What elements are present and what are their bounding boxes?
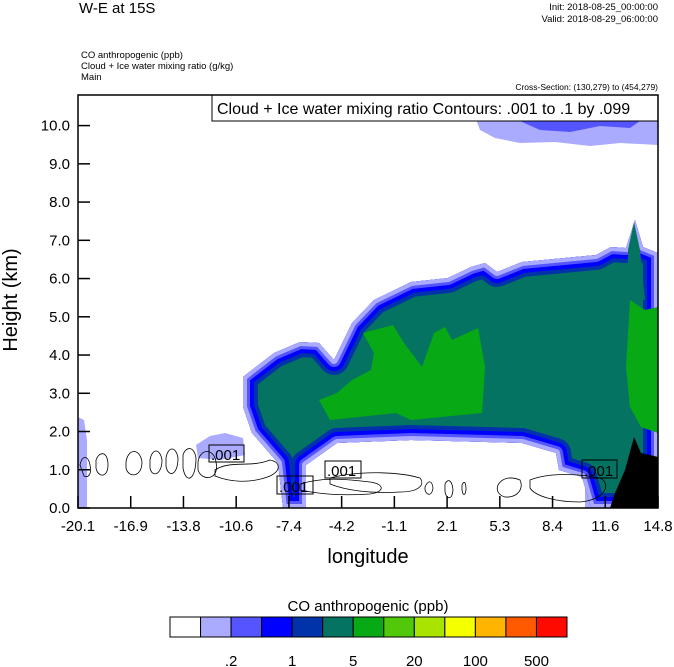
contour-label: .001 — [327, 463, 356, 480]
colorbar-title: CO anthropogenic (ppb) — [288, 598, 449, 615]
contour-line — [165, 448, 179, 474]
init-time: Init: 2018-08-25_00:00:00 — [549, 2, 658, 13]
y-tick-label: 7.0 — [49, 232, 70, 249]
colorbar-swatch — [444, 616, 476, 638]
y-tick-label: 5.0 — [49, 309, 70, 326]
contour-labels: .001 .001 .001 .001 — [208, 444, 618, 496]
colorbar-label: 500 — [524, 653, 549, 667]
x-tick-label: -10.6 — [219, 518, 253, 535]
contour-line — [182, 448, 197, 479]
contour-line — [444, 480, 454, 499]
y-tick-label: 9.0 — [49, 156, 70, 173]
y-tick-label: 8.0 — [49, 194, 70, 211]
x-tick-label: -20.1 — [61, 518, 95, 535]
y-axis: 0.0 1.0 2.0 3.0 4.0 5.0 6.0 7.0 8.0 9.0 10.0 — [41, 118, 90, 517]
contour-label-box — [208, 444, 245, 463]
y-tick-label: 1.0 — [49, 462, 70, 479]
y-tick-label: 4.0 — [49, 347, 70, 364]
y-tick-label: 2.0 — [49, 424, 70, 441]
contour-info: Cloud + Ice water mixing ratio Contours:… — [217, 101, 630, 118]
valid-time: Valid: 2018-08-29_06:00:00 — [541, 14, 658, 25]
contour-label-box — [324, 460, 362, 479]
co-green-blob-right — [626, 300, 658, 433]
contour-line — [79, 457, 91, 477]
colorbar-swatch — [291, 616, 324, 638]
contour-line — [329, 472, 423, 493]
contour-line — [214, 459, 279, 482]
contour-line — [299, 478, 382, 496]
colorbar-swatch — [383, 616, 415, 638]
contour-label: .001 — [584, 463, 613, 480]
x-tick-label: 11.6 — [591, 518, 619, 535]
y-axis-label: Height (km) — [0, 248, 22, 351]
colorbar-label: 20 — [406, 653, 423, 667]
y-tick-label: 6.0 — [49, 271, 70, 288]
x-tick-label: -7.4 — [276, 518, 302, 535]
colorbar-label: .2 — [225, 653, 238, 667]
plot-title: W-E at 15S — [79, 0, 156, 17]
contour-line — [95, 453, 109, 476]
contour-line — [529, 474, 606, 503]
colorbar-swatch — [261, 616, 293, 638]
x-axis-label: longitude — [327, 546, 408, 568]
colorbar-swatch — [352, 616, 385, 638]
co-band-left — [78, 417, 87, 508]
colorbar-swatch — [200, 616, 232, 638]
field-label-main: Main — [81, 72, 102, 83]
co-plume-band-1 — [243, 220, 658, 508]
colorbar-swatch — [169, 616, 202, 638]
contour-line — [125, 451, 143, 476]
x-tick-label: 5.3 — [489, 518, 510, 535]
colorbar-swatch — [413, 616, 446, 638]
colorbar-swatch — [474, 616, 507, 638]
co-band-top-mid — [520, 121, 640, 132]
contour-label-box — [276, 475, 314, 495]
x-tick-label: -13.8 — [166, 518, 200, 535]
x-tick-label: -4.2 — [329, 518, 355, 535]
plot-area — [78, 95, 658, 508]
colorbar-swatch — [505, 616, 537, 638]
y-tick-label: 0.0 — [49, 500, 70, 517]
colorbar-swatch — [535, 616, 568, 638]
co-spike — [628, 222, 645, 300]
terrain — [610, 437, 658, 508]
y-tick-label: 3.0 — [49, 385, 70, 402]
colorbar-swatch — [322, 616, 354, 638]
contour-label: .001 — [279, 479, 308, 496]
colorbar: .2 1 5 20 100 500 — [169, 616, 568, 667]
field-label-co: CO anthropogenic (ppb) — [81, 50, 183, 61]
x-tick-label: 14.8 — [643, 518, 672, 535]
y-tick-label: 10.0 — [41, 118, 70, 135]
co-blob-low — [196, 433, 245, 460]
colorbar-label: 5 — [349, 653, 357, 667]
field-label-cloud: Cloud + Ice water mixing ratio (g/kg) — [81, 61, 234, 72]
x-axis: -20.1 -16.9 -13.8 -10.6 -7.4 -4.2 -1.1 2.1 5.3 8.… — [61, 496, 673, 535]
contour-line — [149, 450, 163, 475]
x-tick-label: 8.4 — [542, 518, 563, 535]
contour-label: .001 — [211, 447, 240, 464]
cross-section-label: Cross-Section: (130,279) to (454,279) — [515, 82, 658, 92]
co-green-blob-center — [319, 325, 485, 420]
colorbar-label: 1 — [288, 653, 296, 667]
colorbar-swatch — [230, 616, 263, 638]
x-tick-label: 2.1 — [437, 518, 458, 535]
cloud-contours — [79, 448, 606, 503]
x-tick-label: -1.1 — [381, 518, 407, 535]
contour-line — [461, 481, 467, 495]
contour-line — [424, 481, 434, 495]
x-tick-label: -16.9 — [114, 518, 148, 535]
contour-line — [496, 477, 522, 498]
colorbar-label: 100 — [463, 653, 488, 667]
contour-label-box — [581, 459, 618, 479]
plot-frame — [77, 94, 659, 509]
